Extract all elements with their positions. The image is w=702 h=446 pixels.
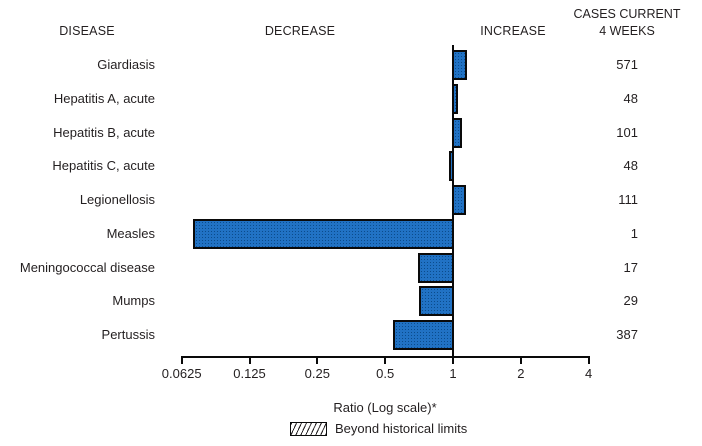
ratio-bar-giardiasis [452, 50, 467, 80]
x-tick-label-0.125: 0.125 [233, 366, 266, 381]
disease-label-hepatitis-a-acute: Hepatitis A, acute [53, 90, 155, 106]
ratio-bar-legionellosis [452, 185, 466, 215]
disease-label-hepatitis-b-acute: Hepatitis B, acute [53, 124, 155, 140]
ratio-bar-pertussis [392, 320, 454, 350]
ratio-bar-measles [192, 218, 454, 249]
x-tick-label-0.0625: 0.0625 [161, 366, 202, 381]
cases-value-hepatitis-a-acute: 48 [623, 90, 638, 106]
x-tick-label-0.25: 0.25 [304, 366, 330, 381]
column-header-cases: CASES CURRENT 4 WEEKS [574, 6, 681, 40]
legend-label: Beyond historical limits [335, 421, 468, 436]
ratio-bar-hepatitis-a-acute [452, 83, 458, 114]
x-tick-0.25 [316, 356, 319, 364]
ratio-bar-meningococcal-disease [418, 252, 454, 283]
x-tick-1 [452, 356, 454, 364]
column-header-cases-line1: CASES CURRENT [573, 7, 681, 21]
cases-value-giardiasis: 571 [616, 57, 638, 72]
cases-value-mumps: 29 [623, 293, 638, 309]
disease-label-meningococcal-disease: Meningococcal disease [19, 259, 155, 275]
cases-value-hepatitis-b-acute: 101 [616, 124, 638, 140]
disease-label-giardiasis: Giardiasis [97, 57, 155, 72]
disease-label-measles: Measles [106, 225, 155, 241]
disease-label-legionellosis: Legionellosis [79, 192, 155, 207]
column-header-disease: DISEASE [59, 24, 115, 38]
column-header-decrease: DECREASE [264, 24, 336, 38]
x-tick-label-0.5: 0.5 [376, 366, 395, 381]
x-tick-label-2: 2 [517, 366, 525, 381]
column-header-cases-line2: 4 WEEKS [599, 24, 655, 38]
disease-label-pertussis: Pertussis [101, 327, 155, 342]
x-tick-0.5 [384, 356, 387, 364]
column-header-increase: INCREASE [480, 24, 546, 38]
x-tick-0.125 [248, 356, 251, 364]
hatched-swatch-icon [290, 421, 327, 436]
ratio-bar-mumps [419, 286, 454, 317]
cases-value-measles: 1 [630, 225, 638, 241]
ratio-bar-hepatitis-c-acute [449, 151, 454, 182]
cases-value-legionellosis: 111 [618, 192, 638, 207]
x-tick-label-1: 1 [449, 366, 457, 381]
cases-value-hepatitis-c-acute: 48 [623, 158, 638, 174]
x-axis-title: Ratio (Log scale)* [333, 400, 437, 415]
x-tick-2 [519, 356, 522, 364]
x-tick-label-4: 4 [585, 366, 593, 381]
disease-label-mumps: Mumps [112, 293, 155, 309]
legend: Beyond historical limits [290, 421, 467, 436]
cases-value-pertussis: 387 [616, 327, 638, 342]
ratio-bar-hepatitis-b-acute [452, 117, 463, 148]
x-tick-0.0625 [180, 356, 183, 364]
x-tick-4 [587, 356, 590, 364]
disease-label-hepatitis-c-acute: Hepatitis C, acute [52, 158, 155, 174]
cases-value-meningococcal-disease: 17 [623, 259, 638, 275]
